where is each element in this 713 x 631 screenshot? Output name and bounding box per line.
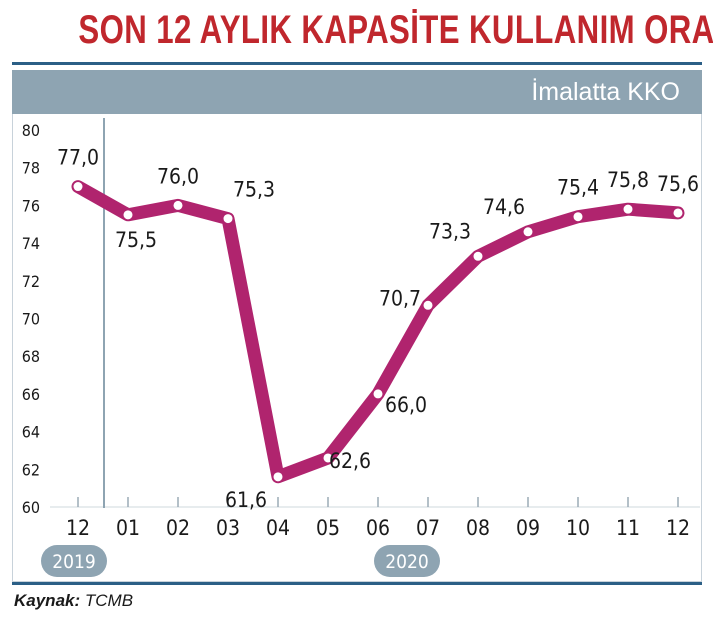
title-rule — [12, 62, 702, 65]
data-point — [322, 452, 334, 464]
source-label: Kaynak: — [14, 591, 81, 610]
bottom-rule — [12, 582, 702, 585]
y-tick-label: 80 — [22, 121, 40, 140]
subtitle-bar: İmalatta KKO — [12, 70, 702, 114]
chart-subtitle: İmalatta KKO — [531, 78, 680, 106]
series-line — [71, 180, 685, 484]
x-tick-label: 02 — [166, 516, 190, 540]
data-label: 75,5 — [115, 228, 157, 252]
data-labels: 77,0 75,5 76,0 75,3 61,6 62,6 66,0 70,7 73,3 74,6… — [57, 146, 699, 512]
chart-frame — [12, 70, 702, 582]
data-point — [472, 250, 484, 262]
x-tick-label: 12 — [666, 516, 690, 540]
y-tick-label: 68 — [22, 347, 40, 366]
x-tick-label: 06 — [366, 516, 390, 540]
data-point — [672, 207, 684, 219]
data-label: 66,0 — [385, 393, 427, 417]
year-labels: 2019 2020 — [41, 545, 440, 577]
data-point — [172, 199, 184, 211]
y-tick-label: 78 — [22, 159, 40, 178]
data-label: 76,0 — [157, 164, 199, 188]
year-pill: 2020 — [374, 545, 440, 577]
chart-title: SON 12 AYLIK KAPASİTE KULLANIM ORANI — [78, 8, 713, 52]
x-tick-label: 10 — [566, 516, 590, 540]
y-tick-label: 72 — [22, 272, 40, 291]
data-points — [72, 181, 684, 483]
y-tick-label: 64 — [22, 423, 40, 442]
y-tick-label: 62 — [22, 460, 40, 479]
x-axis: 12 01 02 03 04 05 06 07 08 09 10 11 12 — [50, 497, 700, 540]
x-tick-label: 12 — [66, 516, 90, 540]
x-tick-label: 11 — [616, 516, 640, 540]
year-pill-bg — [41, 545, 107, 577]
data-label: 70,7 — [379, 286, 421, 310]
data-point — [522, 226, 534, 238]
data-label: 61,6 — [225, 488, 267, 512]
y-axis: 60 62 64 66 68 70 72 74 76 78 80 — [22, 121, 40, 517]
x-tick-label: 07 — [416, 516, 440, 540]
data-label: 75,3 — [233, 178, 275, 202]
data-label: 62,6 — [329, 449, 371, 473]
year-pill-text: 2019 — [52, 551, 96, 573]
y-tick-label: 76 — [22, 196, 40, 215]
data-label: 77,0 — [57, 146, 99, 170]
data-label: 75,4 — [557, 176, 599, 200]
data-point — [372, 388, 384, 400]
source-value: TCMB — [84, 591, 134, 610]
data-point — [72, 181, 84, 193]
x-tick-label: 04 — [266, 516, 290, 540]
y-tick-label: 66 — [22, 385, 40, 404]
y-tick-label: 60 — [22, 498, 40, 517]
y-tick-label: 70 — [22, 310, 40, 329]
year-pill: 2019 — [41, 545, 107, 577]
source-note: Kaynak: TCMB — [14, 591, 133, 611]
data-label: 75,6 — [657, 172, 699, 196]
data-point — [572, 211, 584, 223]
data-point — [222, 213, 234, 225]
data-point — [422, 299, 434, 311]
y-tick-label: 74 — [22, 234, 40, 253]
x-tick-label: 01 — [116, 516, 140, 540]
data-label: 74,6 — [483, 195, 525, 219]
year-pill-bg — [374, 545, 440, 577]
year-pill-text: 2020 — [385, 551, 429, 573]
x-tick-label: 05 — [316, 516, 340, 540]
x-tick-label: 03 — [216, 516, 240, 540]
x-tick-label: 09 — [516, 516, 540, 540]
x-tick-label: 08 — [466, 516, 490, 540]
data-point — [122, 209, 134, 221]
data-label: 73,3 — [429, 219, 471, 243]
data-point — [272, 471, 284, 483]
data-point — [622, 203, 634, 215]
data-label: 75,8 — [607, 168, 649, 192]
